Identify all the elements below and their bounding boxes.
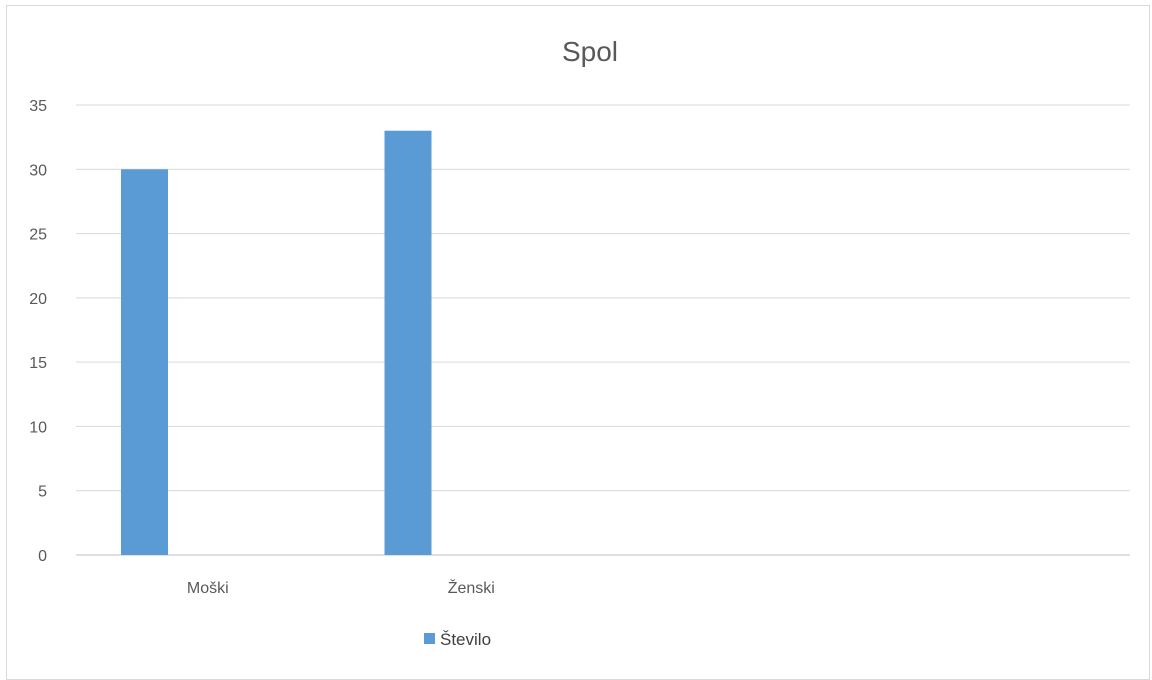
x-tick-label: Ženski bbox=[448, 578, 495, 597]
y-axis-ticks: 0 5 10 15 20 25 30 35 bbox=[29, 98, 47, 565]
gridlines bbox=[76, 104, 1130, 556]
y-tick-label: 25 bbox=[29, 227, 47, 244]
chart-frame bbox=[6, 5, 1150, 680]
bar bbox=[121, 169, 168, 556]
y-tick-label: 0 bbox=[38, 548, 47, 565]
y-tick-label: 10 bbox=[29, 419, 47, 436]
y-tick-label: 20 bbox=[29, 291, 47, 308]
legend-label: Število bbox=[440, 630, 491, 649]
y-tick-label: 35 bbox=[29, 98, 47, 115]
x-tick-label: Moški bbox=[187, 580, 229, 597]
bar bbox=[384, 130, 432, 555]
bars bbox=[121, 130, 432, 556]
x-axis-ticks: Moški Ženski bbox=[187, 578, 495, 597]
legend: Število bbox=[424, 630, 491, 649]
legend-swatch bbox=[424, 633, 435, 644]
chart-title: Spol bbox=[562, 36, 618, 67]
y-tick-label: 15 bbox=[29, 355, 47, 372]
y-tick-label: 30 bbox=[29, 162, 47, 179]
y-tick-label: 5 bbox=[38, 484, 47, 501]
